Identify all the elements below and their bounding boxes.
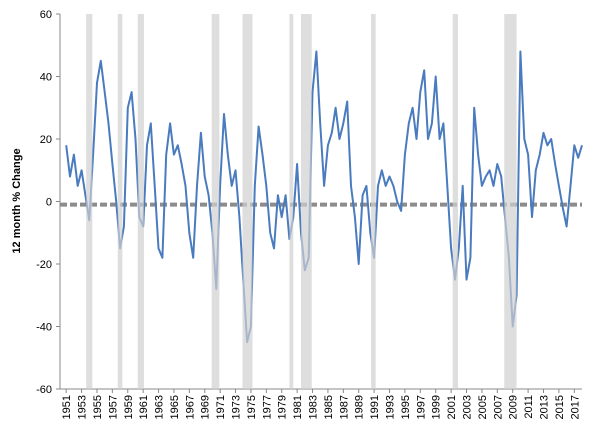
x-tick-label: 1989 [354,395,366,419]
x-tick-label: 2005 [477,395,489,419]
recession-band [86,14,93,389]
x-tick-label: 1953 [77,395,89,419]
x-tick-label: 1991 [369,395,381,419]
x-tick-label: 1993 [385,395,397,419]
y-tick-label: 0 [46,197,52,209]
x-tick-label: 1983 [308,395,320,419]
x-tick-label: 1987 [338,395,350,419]
x-tick-label: 1981 [292,395,304,419]
x-tick-label: 2015 [554,395,566,419]
recession-band [242,14,253,389]
x-tick-label: 1977 [261,395,273,419]
x-tick-label: 1997 [415,395,427,419]
x-tick-label: 2013 [539,395,551,419]
recession-band [289,14,294,389]
x-tick-label: 1957 [107,395,119,419]
y-tick-label: 20 [40,134,52,146]
y-tick-label: -40 [36,322,52,334]
x-tick-label: 2009 [508,395,520,419]
x-tick-label: 1985 [323,395,335,419]
recession-band [504,14,517,389]
x-tick-label: 1963 [154,395,166,419]
y-tick-label: -60 [36,384,52,396]
y-tick-label: 40 [40,72,52,84]
x-tick-label: 1975 [246,395,258,419]
recession-band [117,14,123,389]
x-tick-label: 1999 [431,395,443,419]
x-tick-label: 2011 [523,395,535,419]
x-tick-label: 1959 [123,395,135,419]
x-tick-label: 2017 [569,395,581,419]
x-tick-label: 2003 [462,395,474,419]
x-tick-label: 2007 [492,395,504,419]
x-tick-label: 1965 [169,395,181,419]
x-tick-label: 1971 [215,395,227,419]
x-tick-label: 1961 [138,395,150,419]
recession-band [137,14,144,389]
x-tick-label: 1979 [277,395,289,419]
y-tick-label: -20 [36,259,52,271]
x-tick-label: 2001 [446,395,458,419]
x-tick-label: 1955 [92,395,104,419]
recession-band [371,14,376,389]
x-tick-label: 1969 [200,395,212,419]
x-tick-label: 1995 [400,395,412,419]
data-line [65,50,583,344]
x-tick-label: 1973 [231,395,243,419]
recession-band [300,14,312,389]
y-tick-label: 60 [40,9,52,21]
recession-band [211,14,220,389]
x-tick-label: 1967 [184,395,196,419]
x-tick-label: 1951 [61,395,73,419]
recession-band [452,14,459,389]
y-axis-label: 12 month % Change [11,148,23,253]
